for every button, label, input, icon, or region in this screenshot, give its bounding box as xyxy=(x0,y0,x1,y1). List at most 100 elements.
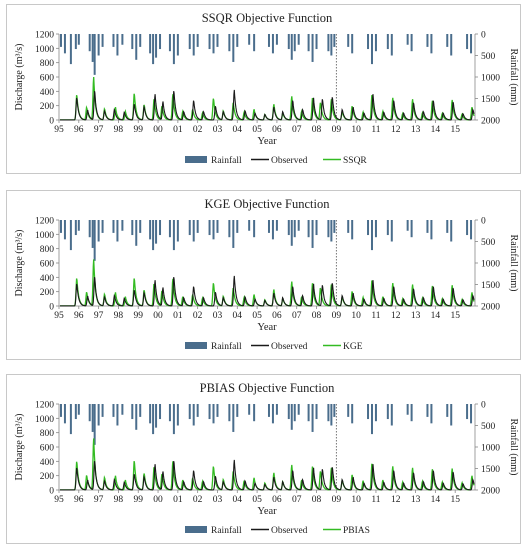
y-tick-label: 600 xyxy=(40,74,55,84)
y2-tick-label: 0 xyxy=(481,401,486,411)
rainfall-bar xyxy=(74,34,77,50)
rainfall-bar xyxy=(176,220,179,242)
y-tick-label: 200 xyxy=(40,102,55,112)
x-tick-label: 14 xyxy=(431,125,441,135)
rainfall-bar xyxy=(426,220,429,233)
legend-label-simulated: KGE xyxy=(343,342,363,352)
rainfall-bar xyxy=(212,404,215,424)
rainfall-bar xyxy=(410,220,413,238)
legend-label-simulated: PBIAS xyxy=(343,526,370,536)
x-tick-label: 13 xyxy=(411,495,421,505)
legend-swatch-rainfall xyxy=(185,342,207,349)
x-tick-label: 09 xyxy=(332,311,342,321)
x-tick-label: 02 xyxy=(193,311,203,321)
rainfall-bar xyxy=(267,404,270,417)
x-tick-label: 07 xyxy=(292,495,302,505)
x-tick-label: 95 xyxy=(54,311,64,321)
x-tick-label: 04 xyxy=(233,125,243,135)
x-tick-label: 11 xyxy=(371,495,380,505)
rainfall-bar xyxy=(101,220,104,233)
rainfall-bar xyxy=(135,404,138,430)
x-tick-label: 08 xyxy=(312,125,322,135)
rainfall-bar xyxy=(330,404,333,426)
rainfall-bar xyxy=(131,404,134,420)
rainfall-bar xyxy=(192,220,195,242)
rainfall-bar xyxy=(192,404,195,426)
rainfall-bar xyxy=(152,404,155,435)
rainfall-bar xyxy=(188,220,191,236)
x-tick-label: 98 xyxy=(114,311,124,321)
x-tick-label: 03 xyxy=(213,125,223,135)
rainfall-bar xyxy=(152,220,155,251)
rainfall-bar xyxy=(374,404,377,422)
rainfall-bar xyxy=(297,220,300,231)
rainfall-bar xyxy=(69,34,72,65)
x-tick-label: 06 xyxy=(272,311,282,321)
rainfall-bar xyxy=(307,34,310,52)
x-tick-label: 14 xyxy=(431,495,441,505)
rainfall-bar xyxy=(149,220,152,240)
rainfall-bar xyxy=(466,404,469,420)
rainfall-bar xyxy=(97,404,100,426)
rainfall-bar xyxy=(248,404,251,415)
rainfall-bar xyxy=(159,220,162,236)
rainfall-bar xyxy=(139,220,142,233)
x-tick-label: 01 xyxy=(173,495,183,505)
rainfall-bar xyxy=(466,34,469,50)
x-tick-label: 97 xyxy=(94,311,104,321)
rainfall-bar xyxy=(232,34,235,62)
chart-panel-pbias: PBIAS Objective Function 0 200 400 600 800 100… xyxy=(6,374,521,544)
x-tick-label: 98 xyxy=(114,125,124,135)
x-tick-label: 05 xyxy=(252,311,262,321)
rainfall-bar xyxy=(216,220,219,233)
y-tick-label: 0 xyxy=(49,117,54,127)
x-tick-label: 02 xyxy=(193,495,203,505)
rainfall-bar xyxy=(446,220,449,233)
y-tick-label: 400 xyxy=(40,274,55,284)
x-tick-label: 96 xyxy=(74,125,84,135)
rainfall-bar xyxy=(59,220,62,233)
rainfall-bar xyxy=(216,404,219,417)
rainfall-bar xyxy=(410,404,413,422)
y-tick-label: 1200 xyxy=(35,31,54,41)
rainfall-bar xyxy=(228,34,231,52)
x-tick-label: 97 xyxy=(94,495,104,505)
y-tick-label: 400 xyxy=(40,88,55,98)
y2-tick-label: 0 xyxy=(481,31,486,41)
chart-title: KGE Objective Function xyxy=(205,197,331,211)
x-tick-label: 10 xyxy=(351,125,361,135)
y-tick-label: 1000 xyxy=(35,415,54,425)
rainfall-bar xyxy=(327,220,330,238)
x-tick-label: 00 xyxy=(153,125,163,135)
y2-axis-label: Rainfall (mm) xyxy=(508,419,519,476)
rainfall-bar xyxy=(271,220,274,240)
rainfall-bar xyxy=(347,34,350,47)
rainfall-bar xyxy=(112,404,115,417)
rainfall-bar xyxy=(410,34,413,52)
y2-tick-label: 1000 xyxy=(481,444,500,454)
y2-tick-label: 1000 xyxy=(481,74,500,84)
legend-swatch-rainfall xyxy=(185,526,207,533)
chart-ssqr: SSQR Objective Function02004006008001000… xyxy=(14,11,519,166)
rainfall-bar xyxy=(116,220,119,242)
rainfall-bar xyxy=(430,220,433,240)
rainfall-bar xyxy=(390,220,393,242)
rainfall-bar xyxy=(293,220,296,238)
rainfall-bar xyxy=(77,404,80,415)
rainfall-bar xyxy=(450,34,453,56)
y-tick-label: 0 xyxy=(49,303,54,313)
x-tick-label: 04 xyxy=(233,311,243,321)
y-tick-label: 600 xyxy=(40,260,55,270)
y2-tick-label: 1000 xyxy=(481,260,500,270)
rainfall-bar xyxy=(390,34,393,56)
rainfall-bar xyxy=(236,34,239,47)
x-tick-label: 05 xyxy=(252,495,262,505)
rainfall-bar xyxy=(307,220,310,238)
x-tick-label: 11 xyxy=(371,311,380,321)
rainfall-bar xyxy=(88,34,91,52)
y-tick-label: 400 xyxy=(40,458,55,468)
y2-tick-label: 500 xyxy=(481,238,496,248)
rainfall-bar xyxy=(228,220,231,238)
chart-panel-kge: KGE Objective Function 0 200 400 600 800 1000 1… xyxy=(6,190,521,360)
rainfall-bar xyxy=(275,220,278,231)
